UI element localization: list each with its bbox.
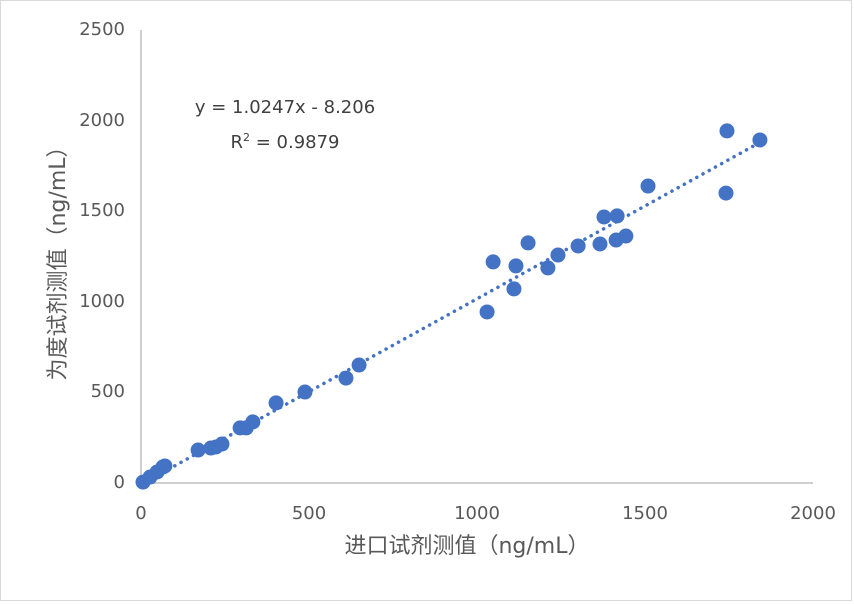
r2-value: = 0.9879 — [250, 132, 340, 153]
r2-superscript: 2 — [243, 131, 250, 144]
data-point — [297, 384, 313, 400]
x-tick-label: 0 — [135, 503, 147, 524]
data-point — [506, 281, 522, 297]
data-point — [508, 258, 524, 274]
x-tick-label: 1000 — [454, 503, 500, 524]
y-tick-label: 2500 — [79, 19, 125, 40]
data-point — [596, 209, 612, 225]
data-point — [540, 260, 556, 276]
y-tick-label: 500 — [90, 381, 125, 402]
data-point — [157, 458, 173, 474]
data-point — [550, 247, 566, 263]
trendline-equation: y = 1.0247x - 8.206 — [194, 97, 376, 118]
data-point — [190, 442, 206, 458]
data-point — [592, 236, 608, 252]
y-tick-label: 2000 — [79, 110, 125, 131]
data-point — [609, 208, 625, 224]
data-point — [485, 254, 501, 270]
y-tick-label: 1000 — [79, 291, 125, 312]
y-tick-label: 1500 — [79, 200, 125, 221]
data-point — [479, 304, 495, 320]
x-tick-label: 500 — [291, 503, 327, 524]
data-point — [718, 185, 734, 201]
y-axis-title: 为度试剂测值（ng/mL） — [46, 135, 71, 381]
data-point — [245, 414, 261, 430]
data-point — [719, 123, 735, 139]
data-point — [268, 395, 284, 411]
data-point — [214, 436, 230, 452]
trendline-r-squared: R2 = 0.9879 — [180, 124, 390, 157]
x-axis-title: 进口试剂测值（ng/mL） — [344, 534, 590, 559]
data-point — [618, 228, 634, 244]
r2-prefix: R — [230, 132, 243, 153]
data-point — [520, 235, 536, 251]
x-tick-label: 2000 — [790, 503, 836, 524]
y-tick-label: 0 — [113, 472, 125, 493]
data-point — [752, 132, 768, 148]
data-points — [135, 123, 768, 490]
data-point — [570, 238, 586, 254]
data-point — [351, 357, 367, 373]
data-point — [338, 370, 354, 386]
data-point — [640, 178, 656, 194]
x-tick-label: 1500 — [622, 503, 668, 524]
